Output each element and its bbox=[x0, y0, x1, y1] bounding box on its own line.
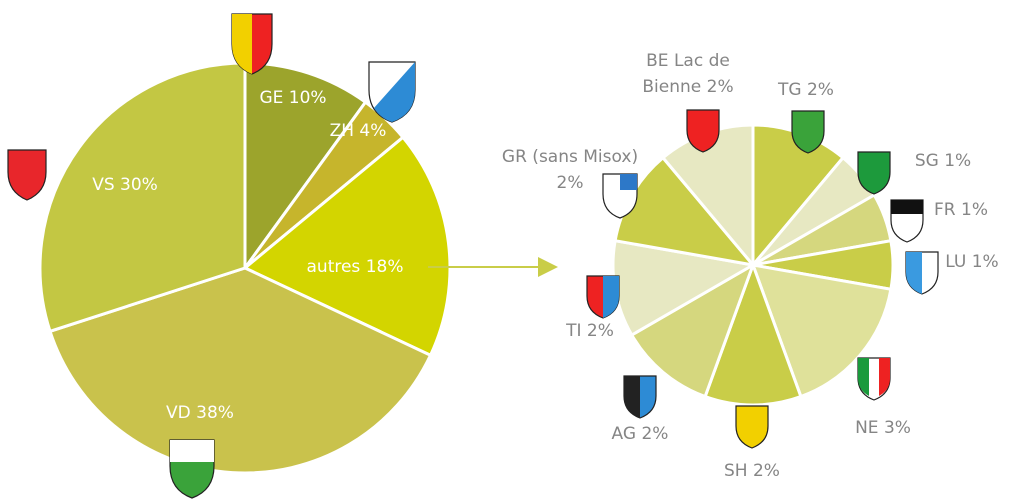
slice-label: GR (sans Misox) 2% bbox=[502, 147, 638, 193]
slice-label: TI 2% bbox=[565, 321, 614, 341]
slice-label: GE 10% bbox=[259, 88, 326, 108]
slice-label: SG 1% bbox=[915, 151, 971, 171]
slice-label: VD 38% bbox=[166, 403, 234, 423]
slice-label: AG 2% bbox=[612, 424, 669, 444]
slice-label: BE Lac de Bienne 2% bbox=[642, 51, 733, 97]
pie-slice bbox=[703, 260, 803, 407]
pie-slice bbox=[629, 261, 756, 399]
flag-sh bbox=[735, 405, 769, 449]
flag-sg bbox=[857, 151, 891, 195]
slice-label: NE 3% bbox=[855, 418, 911, 438]
pie-slice bbox=[750, 263, 893, 399]
pies bbox=[38, 61, 895, 475]
slice-label: VS 30% bbox=[92, 175, 158, 195]
slice-label: LU 1% bbox=[945, 252, 998, 272]
pie-slice bbox=[38, 61, 247, 334]
flag-be bbox=[686, 109, 720, 153]
flag-vs bbox=[7, 149, 47, 201]
flag-tg bbox=[791, 110, 825, 154]
pie-slice bbox=[48, 266, 433, 475]
pie-slice bbox=[242, 135, 452, 358]
flags bbox=[7, 13, 939, 499]
slice-label: FR 1% bbox=[934, 200, 988, 220]
slice-label: TG 2% bbox=[777, 80, 834, 100]
slice-label: ZH 4% bbox=[330, 121, 387, 141]
slice-label: autres 18% bbox=[307, 257, 404, 277]
slice-label: SH 2% bbox=[724, 461, 780, 481]
